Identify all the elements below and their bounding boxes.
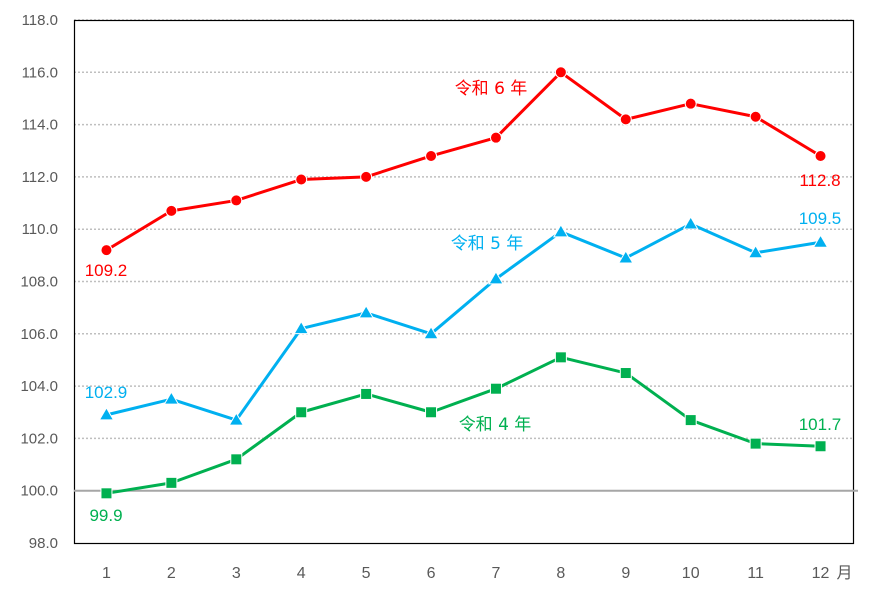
square-marker <box>619 367 632 380</box>
x-tick-label: 11 <box>747 565 764 582</box>
last-value-label: 109.5 <box>799 209 842 228</box>
x-tick-label: 3 <box>232 565 241 582</box>
x-tick-label: 6 <box>427 565 436 582</box>
series-line <box>105 70 822 252</box>
triangle-marker <box>423 325 439 340</box>
x-tick-label: 12 <box>812 565 830 582</box>
x-tick-label: 7 <box>492 565 501 582</box>
circle-marker <box>619 113 632 126</box>
circle-marker <box>100 244 113 257</box>
circle-marker <box>684 97 697 110</box>
square-marker <box>360 387 373 400</box>
circle-marker <box>425 149 438 162</box>
square-marker <box>814 440 827 453</box>
first-value-label: 99.9 <box>89 506 122 525</box>
y-tick-label: 98.0 <box>29 535 58 552</box>
x-tick-label: 2 <box>167 565 176 582</box>
series-line <box>106 222 821 422</box>
x-tick-label: 4 <box>297 565 306 582</box>
triangle-marker <box>682 215 699 230</box>
y-tick-label: 114.0 <box>22 117 58 134</box>
first-value-label: 109.2 <box>85 261 128 280</box>
y-tick-label: 118.0 <box>22 12 58 29</box>
series-name-label: 令和 5 年 <box>451 234 524 254</box>
circle-marker <box>360 170 373 183</box>
triangle-marker <box>98 406 115 421</box>
y-axis: 98.0 100.0 102.0 104.0 106.0 108.0 110.0 112.0 1… <box>20 12 58 552</box>
y-tick-label: 100.0 <box>20 483 58 500</box>
circle-marker <box>554 66 567 79</box>
square-marker <box>165 476 178 489</box>
x-tick-label: 10 <box>682 565 700 582</box>
square-marker <box>749 437 762 450</box>
y-tick-label: 106.0 <box>20 326 58 343</box>
triangle-marker <box>163 391 180 405</box>
square-marker <box>425 406 438 419</box>
y-tick-label: 112.0 <box>22 169 58 186</box>
square-marker <box>100 487 113 500</box>
y-tick-label: 102.0 <box>20 430 58 447</box>
series-name-label: 令和 6 年 <box>455 79 528 99</box>
circle-marker <box>489 131 502 144</box>
y-tick-label: 108.0 <box>20 274 58 291</box>
triangle-marker <box>617 249 634 264</box>
series-2 <box>100 351 827 500</box>
x-unit-label: 月 <box>837 565 853 582</box>
y-tick-label: 104.0 <box>20 378 58 395</box>
triangle-marker <box>553 223 569 238</box>
square-marker <box>230 453 243 466</box>
square-marker <box>295 406 308 419</box>
first-value-label: 102.9 <box>85 383 128 402</box>
x-tick-label: 1 <box>102 565 111 582</box>
x-axis: 1 2 3 4 5 6 7 8 9 10 11 12 月 <box>102 565 853 582</box>
series-group <box>98 66 829 500</box>
triangle-marker <box>228 412 245 426</box>
triangle-marker <box>358 304 374 319</box>
square-marker <box>684 414 697 427</box>
square-marker <box>489 382 502 395</box>
triangle-marker <box>293 320 310 335</box>
circle-marker <box>749 110 762 123</box>
square-marker <box>554 351 567 364</box>
circle-marker <box>295 173 308 186</box>
triangle-marker <box>812 234 829 248</box>
series-line <box>106 355 821 495</box>
data-labels: 109.2 112.8 令和 6 年 102.9 109.5 令和 5 年 99.9 101.… <box>85 79 842 525</box>
x-tick-label: 5 <box>362 565 371 582</box>
plot-area-border <box>73 19 855 545</box>
series-1 <box>98 215 829 426</box>
circle-marker <box>230 194 243 207</box>
y-tick-label: 110.0 <box>22 221 58 238</box>
last-value-label: 112.8 <box>799 171 840 190</box>
circle-marker <box>165 204 178 217</box>
x-tick-label: 8 <box>556 565 565 582</box>
y-tick-label: 116.0 <box>22 64 58 81</box>
last-value-label: 101.7 <box>799 415 842 434</box>
triangle-marker <box>747 244 764 259</box>
circle-marker <box>814 149 827 162</box>
series-name-label: 令和 4 年 <box>459 415 532 435</box>
triangle-marker <box>488 270 504 285</box>
x-tick-label: 9 <box>621 565 630 582</box>
series-0 <box>100 66 827 257</box>
